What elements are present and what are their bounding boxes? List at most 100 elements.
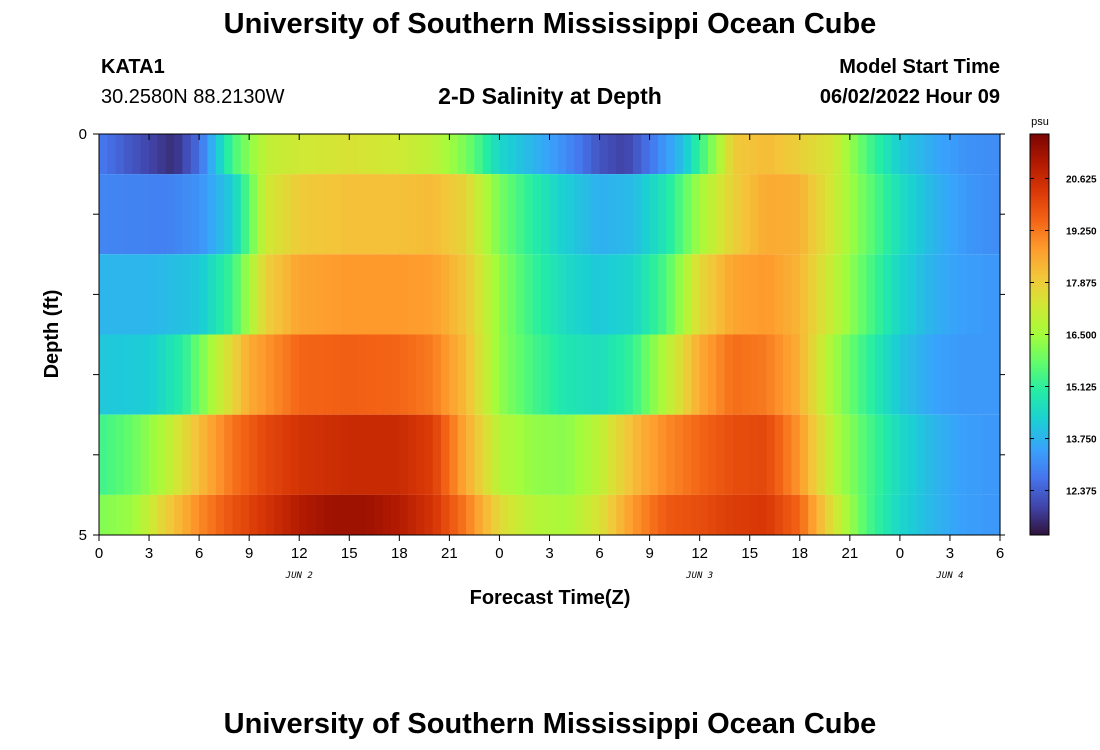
heatmap-cell [390,334,400,415]
heatmap-cell [908,174,918,255]
heatmap-cell [374,134,384,175]
heatmap-cell [491,334,501,415]
heatmap-cell [357,254,367,335]
heatmap-cell [557,134,567,175]
heatmap-cell [699,334,709,415]
heatmap-cell [674,174,684,255]
heatmap-cell [808,254,818,335]
station-id: KATA1 [101,56,165,78]
heatmap-cell [774,334,784,415]
heatmap-cell [432,334,442,415]
heatmap-cell [215,494,225,535]
heatmap-cell [274,334,284,415]
heatmap-cell [958,334,968,415]
colorbar-tick-label: 12.375 [1066,487,1097,498]
heatmap-cell [607,254,617,335]
heatmap-cell [708,334,717,415]
heatmap-cell [282,334,292,415]
x-tick-label: 12 [291,545,308,562]
heatmap-cell [307,174,317,255]
heatmap-cell [466,134,476,175]
heatmap-cell [716,254,726,335]
heatmap-cell [491,174,501,255]
heatmap-cell [215,134,225,175]
heatmap-cell [307,414,317,495]
heatmap-cell [591,494,601,535]
heatmap-cell [858,414,868,495]
heatmap-cell [482,134,492,175]
heatmap-cell [899,134,909,175]
heatmap-cell [207,414,217,495]
heatmap-cell [933,134,943,175]
heatmap-cell [115,414,125,495]
heatmap-cell [441,334,450,415]
heatmap-cell [416,334,425,415]
heatmap-cell [190,254,200,335]
heatmap-cell [816,414,826,495]
heatmap-cell [574,414,584,495]
heatmap-cell [215,174,225,255]
heatmap-cell [649,494,659,535]
heatmap-cell [833,494,843,535]
heatmap-cell [808,334,818,415]
heatmap-cell [808,134,818,175]
heatmap-cell [933,414,943,495]
heatmap-cell [240,174,250,255]
heatmap-cell [783,414,793,495]
heatmap-cell [716,334,726,415]
heatmap-cell [215,414,225,495]
heatmap-cell [841,134,851,175]
heatmap-cell [549,134,559,175]
heatmap-cell [441,254,450,335]
heatmap-cell [274,494,284,535]
heatmap-cell [165,334,175,415]
heatmap-cell [724,254,734,335]
x-day-label: JUN 2 [285,571,313,581]
heatmap-cell [107,334,117,415]
heatmap-cell [924,134,934,175]
heatmap-cell [549,334,559,415]
heatmap-cell [482,254,492,335]
heatmap-cell [282,254,292,335]
heatmap-cell [582,254,592,335]
heatmap-cell [174,334,184,415]
x-day-label: JUN 3 [685,571,713,581]
heatmap-cell [624,494,634,535]
heatmap-cell [257,174,267,255]
heatmap-cell [808,174,818,255]
heatmap-cell [340,334,350,415]
heatmap-cell [99,494,108,535]
heatmap-cell [674,254,684,335]
heatmap-cell [332,174,342,255]
heatmap-cell [874,414,884,495]
heatmap-cell [566,254,576,335]
heatmap-cell [499,334,509,415]
heatmap-cell [908,334,918,415]
heatmap-cell [582,414,592,495]
colorbar-tick-label: 16.500 [1066,331,1097,342]
heatmap-cell [340,174,350,255]
heatmap-cell [849,254,859,335]
heatmap-cell [549,254,559,335]
heatmap-cell [324,174,334,255]
heatmap-cell [307,254,317,335]
heatmap-cell [290,174,300,255]
heatmap-cell [616,494,626,535]
heatmap-cell [891,254,901,335]
heatmap-cell [808,414,818,495]
page-title: University of Southern Mississippi Ocean… [223,8,877,40]
heatmap-cell [983,414,993,495]
heatmap-cell [791,414,801,495]
heatmap-cell [749,334,759,415]
heatmap-cell [924,494,934,535]
heatmap-cell [324,334,334,415]
heatmap-cell [557,174,567,255]
heatmap-cell [132,134,142,175]
heatmap-cell [566,414,576,495]
heatmap-cell [699,134,709,175]
heatmap-cell [249,254,259,335]
heatmap-cell [941,414,951,495]
heatmap-cell [140,254,150,335]
heatmap-cell [816,174,826,255]
heatmap-cell [249,174,259,255]
